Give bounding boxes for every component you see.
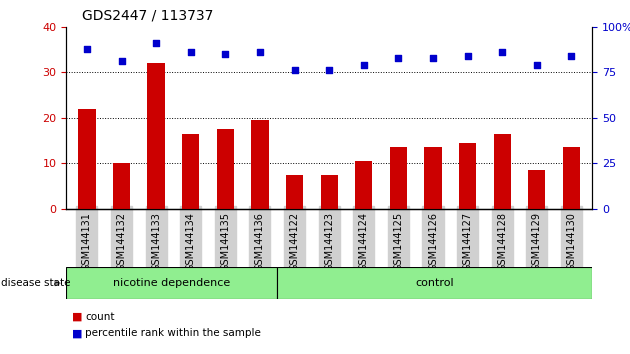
Text: count: count xyxy=(85,312,115,322)
Bar xyxy=(182,134,199,209)
Bar xyxy=(113,163,130,209)
Point xyxy=(324,67,334,73)
Point xyxy=(82,46,92,52)
Bar xyxy=(217,129,234,209)
Point xyxy=(117,58,127,64)
Point xyxy=(428,56,438,61)
Bar xyxy=(493,134,511,209)
Point xyxy=(290,67,300,73)
Bar xyxy=(425,147,442,209)
Text: control: control xyxy=(415,278,454,288)
Bar xyxy=(66,267,277,299)
Text: ■: ■ xyxy=(72,329,83,338)
Text: GDS2447 / 113737: GDS2447 / 113737 xyxy=(82,9,214,23)
Bar xyxy=(286,175,303,209)
Bar xyxy=(251,120,268,209)
Bar xyxy=(390,147,407,209)
Bar xyxy=(459,143,476,209)
Bar xyxy=(321,175,338,209)
Point xyxy=(532,62,542,68)
Point xyxy=(497,49,507,55)
Point xyxy=(566,53,576,59)
Point xyxy=(393,56,403,61)
Point xyxy=(151,40,161,45)
Bar xyxy=(277,267,592,299)
Point xyxy=(358,62,369,68)
Point xyxy=(220,51,231,57)
Bar xyxy=(147,63,165,209)
Point xyxy=(186,49,196,55)
Point xyxy=(462,53,472,59)
Text: percentile rank within the sample: percentile rank within the sample xyxy=(85,329,261,338)
Bar xyxy=(78,109,96,209)
Text: disease state: disease state xyxy=(1,278,71,288)
Bar xyxy=(563,147,580,209)
Point xyxy=(255,49,265,55)
Bar xyxy=(528,170,546,209)
Bar xyxy=(355,161,372,209)
Text: nicotine dependence: nicotine dependence xyxy=(113,278,230,288)
Text: ■: ■ xyxy=(72,312,83,322)
